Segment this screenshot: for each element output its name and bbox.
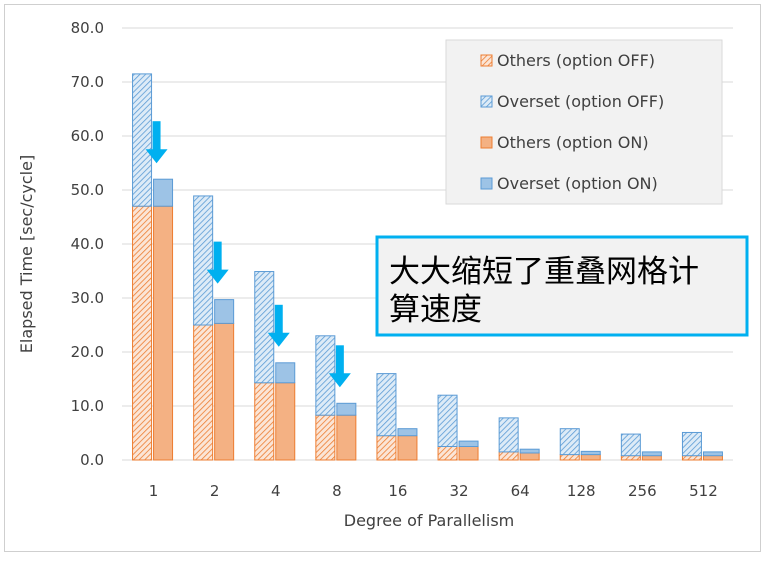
down-arrow-icon xyxy=(328,345,351,388)
y-tick-labels: 0.0 10.0 20.0 30.0 40.0 50.0 60.0 70.0 80.0 xyxy=(71,19,104,469)
down-arrow-icon xyxy=(145,121,168,164)
bar-overset-off xyxy=(620,433,641,457)
legend-item-others-off: Others (option OFF) xyxy=(480,51,655,70)
legend-label-overset-off: Overset (option OFF) xyxy=(497,92,664,111)
bar-overset-on xyxy=(214,299,235,324)
bar-others-off xyxy=(681,455,702,461)
legend-label-others-off: Others (option OFF) xyxy=(497,51,655,70)
x-tick-label: 32 xyxy=(450,482,469,500)
bar-others-on xyxy=(336,414,357,461)
down-arrow-icon xyxy=(206,241,229,284)
arrow-shaft xyxy=(152,121,161,152)
bar-others-on xyxy=(702,455,723,461)
x-tick-label: 1 xyxy=(149,482,159,500)
down-arrow-icon xyxy=(267,304,290,347)
bar-overset-on xyxy=(336,402,357,416)
bar-others-off xyxy=(376,435,397,461)
annotation-line-1: 大大缩短了重叠网格计 xyxy=(389,254,699,290)
bar-others-on xyxy=(458,446,479,461)
bar-others-off xyxy=(254,382,275,461)
bar-overset-on xyxy=(397,428,418,437)
y-tick-label: 40.0 xyxy=(71,235,104,253)
annotation-callout: 大大缩短了重叠网格计 算速度 xyxy=(375,235,749,337)
y-tick-label: 0.0 xyxy=(80,451,104,469)
x-tick-label: 16 xyxy=(388,482,407,500)
x-tick-label: 4 xyxy=(271,482,281,500)
bar-others-off xyxy=(315,414,336,461)
arrow-head xyxy=(206,269,229,284)
bar-overset-off xyxy=(193,195,214,326)
y-tick-label: 80.0 xyxy=(71,19,104,37)
x-tick-label: 64 xyxy=(511,482,530,500)
legend-box xyxy=(445,39,723,205)
x-tick-label: 128 xyxy=(567,482,596,500)
x-tick-label: 8 xyxy=(332,482,342,500)
bar-overset-on xyxy=(153,178,174,207)
x-tick-label: 2 xyxy=(210,482,220,500)
legend-swatch-overset-off xyxy=(480,95,493,108)
arrow-shaft xyxy=(213,241,222,272)
y-tick-label: 50.0 xyxy=(71,181,104,199)
bar-overset-off xyxy=(437,394,458,448)
legend-swatch-overset-on xyxy=(480,177,493,190)
x-tick-label: 512 xyxy=(689,482,718,500)
annotation-line-2: 算速度 xyxy=(389,292,482,328)
arrow-shaft xyxy=(335,345,344,376)
bar-others-on xyxy=(397,435,418,461)
bar-others-off xyxy=(193,324,214,461)
bar-others-off xyxy=(559,454,580,461)
legend: Others (option OFF) Overset (option OFF)… xyxy=(445,39,723,205)
legend-item-overset-on: Overset (option ON) xyxy=(480,174,658,193)
bars xyxy=(132,73,723,461)
bar-others-on xyxy=(214,322,235,461)
arrow-head xyxy=(267,332,290,347)
bar-overset-off xyxy=(681,431,702,457)
legend-label-others-on: Others (option ON) xyxy=(497,133,649,152)
bar-overset-off xyxy=(498,417,519,453)
y-tick-label: 10.0 xyxy=(71,397,104,415)
x-tick-labels: 1 2 4 8 16 32 64 128 256 512 xyxy=(149,482,718,500)
bar-others-off xyxy=(437,446,458,461)
bar-overset-on xyxy=(519,448,540,454)
x-axis-label: Degree of Parallelism xyxy=(344,511,515,530)
arrow-head xyxy=(145,149,168,164)
annotation-box xyxy=(375,235,749,337)
arrow-head xyxy=(328,373,351,388)
bar-others-on xyxy=(580,454,601,461)
bar-overset-on xyxy=(275,362,296,384)
bar-overset-on xyxy=(641,451,662,457)
bar-others-on xyxy=(153,205,174,461)
legend-swatch-others-on xyxy=(480,136,493,149)
reduction-arrows xyxy=(145,121,351,388)
bar-others-on xyxy=(641,455,662,461)
x-tick-label: 256 xyxy=(628,482,657,500)
legend-swatch-others-off xyxy=(480,54,493,67)
legend-item-overset-off: Overset (option OFF) xyxy=(480,92,664,111)
bar-overset-on xyxy=(702,451,723,457)
bar-overset-off xyxy=(559,428,580,456)
bar-overset-off xyxy=(132,73,153,207)
y-tick-label: 30.0 xyxy=(71,289,104,307)
bar-others-on xyxy=(275,382,296,461)
legend-item-others-on: Others (option ON) xyxy=(480,133,649,152)
legend-label-overset-on: Overset (option ON) xyxy=(497,174,658,193)
bar-overset-on xyxy=(458,440,479,448)
bar-chart: 0.0 10.0 20.0 30.0 40.0 50.0 60.0 70.0 80.0 1 2 4 8… xyxy=(17,19,749,530)
y-tick-label: 20.0 xyxy=(71,343,104,361)
bar-overset-on xyxy=(580,450,601,456)
chart-frame: 0.0 10.0 20.0 30.0 40.0 50.0 60.0 70.0 80.0 1 2 4 8… xyxy=(4,4,761,552)
y-tick-label: 60.0 xyxy=(71,127,104,145)
bar-overset-off xyxy=(376,373,397,437)
bar-overset-off xyxy=(254,271,275,384)
arrow-shaft xyxy=(274,304,283,335)
bar-others-on xyxy=(519,452,540,461)
y-axis-label: Elapsed Time [sec/cycle] xyxy=(17,155,36,353)
bar-others-off xyxy=(620,455,641,461)
y-tick-label: 70.0 xyxy=(71,73,104,91)
bar-others-off xyxy=(132,205,153,461)
bar-others-off xyxy=(498,451,519,461)
